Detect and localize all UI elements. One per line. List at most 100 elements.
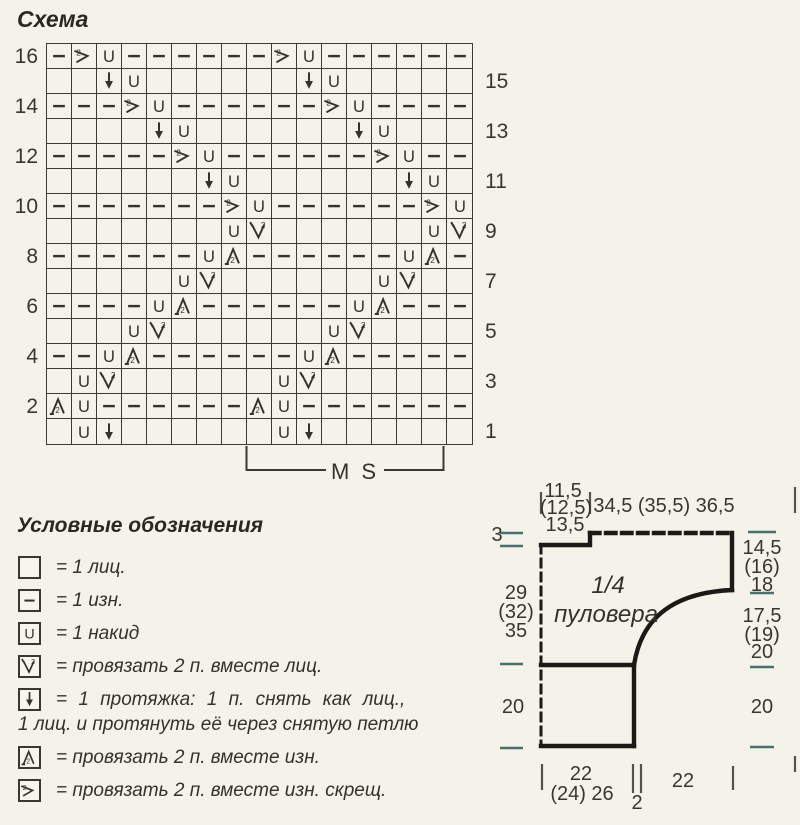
chart-cell-r8-c4-purl (122, 244, 147, 269)
chart-cell-r8-c10-purl (272, 244, 297, 269)
svg-text:U: U (328, 323, 340, 341)
chart-cell-r1-c8-knit (222, 419, 247, 444)
chart-cell-r11-c11-knit (297, 169, 322, 194)
chart-cell-r4-c7-purl (197, 344, 222, 369)
chart-cell-r7-c2-knit (72, 269, 97, 294)
chart-cell-r12-c7-yarn-over: U (197, 144, 222, 169)
chart-cell-r1-c14-knit (372, 419, 397, 444)
chart-cell-r1-c15-knit (397, 419, 422, 444)
chart-cell-r5-c7-knit (197, 319, 222, 344)
chart-cell-r14-c3-purl (97, 94, 122, 119)
svg-text:2: 2 (31, 658, 35, 666)
chart-cell-r14-c2-purl (72, 94, 97, 119)
legend-text-knit: = 1 лиц. (56, 556, 126, 578)
row-number-4: 4 (26, 345, 38, 368)
chart-cell-r2-c12-purl (322, 394, 347, 419)
chart-cell-r4-c9-purl (247, 344, 272, 369)
legend-text-p2tog: = провязать 2 п. вместе изн. (56, 746, 320, 768)
chart-cell-r8-c9-purl (247, 244, 272, 269)
chart-cell-r8-c3-purl (97, 244, 122, 269)
chart-cell-r8-c2-purl (72, 244, 97, 269)
chart-cell-r8-c6-purl (172, 244, 197, 269)
chart-cell-r3-c16-knit (422, 369, 447, 394)
chart-cell-r11-c5-knit (147, 169, 172, 194)
chart-cell-r12-c11-purl (297, 144, 322, 169)
chart-cell-r2-c16-purl (422, 394, 447, 419)
chart-cell-r2-c1-p2tog: 2 (47, 394, 72, 419)
svg-text:U: U (403, 148, 415, 166)
chart-cell-r12-c17-purl (447, 144, 472, 169)
chart-cell-r9-c10-knit (272, 219, 297, 244)
chart-cell-r7-c15-k2tog: 2 (397, 269, 422, 294)
chart-cell-r16-c7-purl (197, 44, 222, 69)
chart-cell-r6-c9-purl (247, 294, 272, 319)
chart-cell-r10-c8-p2tog-twisted: 2 (222, 194, 247, 219)
chart-cell-r3-c8-knit (222, 369, 247, 394)
chart-cell-r5-c10-knit (272, 319, 297, 344)
chart-cell-r11-c13-knit (347, 169, 372, 194)
chart-cell-r10-c9-yarn-over: U (247, 194, 272, 219)
chart-cell-r7-c16-knit (422, 269, 447, 294)
measure-shoulder-width: 34,5 (35,5) 36,5 (593, 495, 734, 517)
svg-text:U: U (78, 398, 90, 416)
row-number-5: 5 (485, 320, 497, 343)
chart-cell-r6-c13-yarn-over: U (347, 294, 372, 319)
legend-text-slip-k1-psso: = 1 протяжка: 1 п. снять как лиц., (56, 688, 406, 710)
chart-cell-r16-c11-yarn-over: U (297, 44, 322, 69)
chart-cell-r14-c1-purl (47, 94, 72, 119)
chart-cell-r4-c15-purl (397, 344, 422, 369)
chart-cell-r5-c2-knit (72, 319, 97, 344)
chart-cell-r9-c4-knit (122, 219, 147, 244)
chart-cell-r1-c4-knit (122, 419, 147, 444)
chart-cell-r11-c7-slip-k1-psso (197, 169, 222, 194)
chart-cell-r7-c14-yarn-over: U (372, 269, 397, 294)
chart-cell-r14-c6-purl (172, 94, 197, 119)
chart-cell-r10-c11-purl (297, 194, 322, 219)
legend-item-k2tog: 2 = провязать 2 п. вместе лиц. (18, 655, 496, 678)
measure-bottom-width1: 22 (570, 763, 592, 785)
chart-cell-r16-c9-purl (247, 44, 272, 69)
chart-cell-r2-c4-purl (122, 394, 147, 419)
chart-cell-r1-c1-knit (47, 419, 72, 444)
chart-cell-r10-c10-purl (272, 194, 297, 219)
chart-cell-r15-c11-slip-k1-psso (297, 69, 322, 94)
measure-sleeve-edge1: 14,5 (743, 537, 782, 559)
chart-cell-r5-c17-knit (447, 319, 472, 344)
chart-cell-r16-c15-purl (397, 44, 422, 69)
svg-text:U: U (178, 273, 190, 291)
chart-cell-r12-c6-p2tog-twisted: 2 (172, 144, 197, 169)
chart-cell-r12-c1-purl (47, 144, 72, 169)
measure-armhole2: (19) (744, 624, 780, 646)
svg-text:U: U (428, 223, 440, 241)
row-number-7: 7 (485, 270, 497, 293)
repeat-bracket: M S (245, 446, 445, 484)
chart-cell-r11-c2-knit (72, 169, 97, 194)
chart-cell-r4-c1-purl (47, 344, 72, 369)
svg-text:2: 2 (261, 221, 266, 230)
svg-text:2: 2 (426, 199, 431, 208)
chart-cell-r10-c15-purl (397, 194, 422, 219)
chart-cell-r16-c12-purl (322, 44, 347, 69)
svg-text:U: U (303, 348, 315, 366)
chart-cell-r13-c10-knit (272, 119, 297, 144)
chart-cell-r1-c5-knit (147, 419, 172, 444)
svg-text:2: 2 (461, 221, 466, 230)
chart-cell-r1-c2-yarn-over: U (72, 419, 97, 444)
chart-cell-r9-c9-k2tog: 2 (247, 219, 272, 244)
chart-cell-r4-c10-purl (272, 344, 297, 369)
chart-cell-r1-c17-knit (447, 419, 472, 444)
svg-text:U: U (128, 73, 140, 91)
chart-cell-r8-c7-yarn-over: U (197, 244, 222, 269)
svg-text:U: U (278, 373, 290, 391)
chart-cell-r15-c17-knit (447, 69, 472, 94)
svg-text:2: 2 (161, 321, 166, 330)
svg-text:2: 2 (380, 306, 385, 315)
svg-text:2: 2 (226, 199, 231, 208)
chart-cell-r9-c17-k2tog: 2 (447, 219, 472, 244)
chart-cell-r7-c7-k2tog: 2 (197, 269, 222, 294)
chart-title: Схема (17, 6, 89, 32)
chart-cell-r2-c14-purl (372, 394, 397, 419)
chart-cell-r6-c2-purl (72, 294, 97, 319)
measure-sleeve-edge3: 18 (751, 574, 773, 596)
